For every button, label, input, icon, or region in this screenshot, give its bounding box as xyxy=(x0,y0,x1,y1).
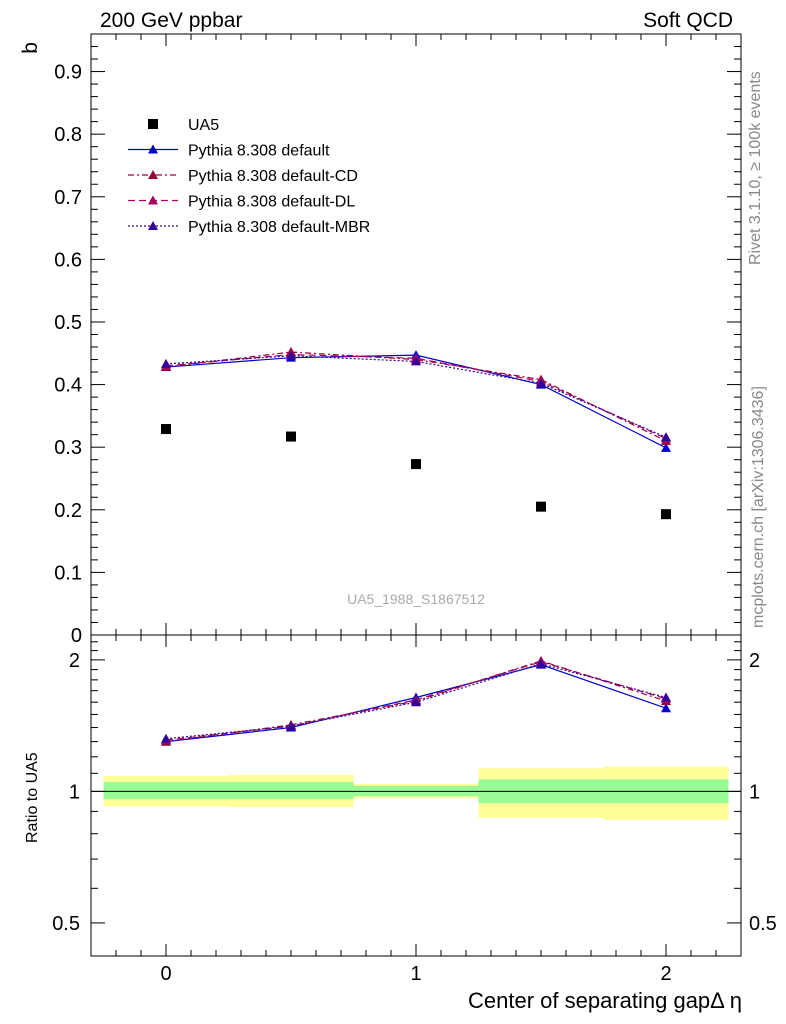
ratio-point-0 xyxy=(661,703,671,713)
ratio-uncertainty-bands xyxy=(103,766,729,821)
header-right: Soft QCD xyxy=(643,9,733,32)
side-label-mcplots: mcplots.cern.ch [arXiv:1306.3436] xyxy=(750,386,767,628)
main-y-label: b xyxy=(19,42,42,54)
analysis-watermark: UA5_1988_S1867512 xyxy=(347,591,485,607)
ratio-ytick-label-right: 2 xyxy=(749,650,760,672)
data-point-ua5 xyxy=(411,459,421,470)
main-ytick-label: 0 xyxy=(71,625,82,647)
main-point-4 xyxy=(286,350,296,360)
band-inner-1 xyxy=(228,782,354,800)
x-tick-label: 1 xyxy=(410,963,421,985)
main-ytick-label: 0.2 xyxy=(54,500,82,522)
header-left: 200 GeV ppbar xyxy=(100,9,242,32)
x-tick-label: 2 xyxy=(660,963,671,985)
ratio-axes: 0.5 0.5 1 1 2 2 0 1 2 xyxy=(52,634,777,985)
main-ytick-label: 0.9 xyxy=(54,62,82,84)
main-point-4 xyxy=(536,378,546,388)
legend-marker-1 xyxy=(148,144,158,154)
main-series-line-1 xyxy=(165,354,667,449)
ratio-ytick-label-left: 2 xyxy=(69,650,80,672)
ratio-point-3 xyxy=(286,721,296,731)
main-ytick-label: 0.7 xyxy=(54,187,82,209)
side-label-rivet: Rivet 3.1.10, ≥ 100k events xyxy=(747,71,764,265)
legend-label: Pythia 8.308 default-CD xyxy=(188,168,358,185)
ratio-ytick-label-left: 1 xyxy=(69,781,80,803)
legend-label: UA5 xyxy=(188,117,219,134)
data-point-ua5 xyxy=(161,424,171,435)
legend-marker-2 xyxy=(148,170,158,179)
legend-label: Pythia 8.308 default xyxy=(188,143,330,160)
main-axes: 0 0.1 0.2 0.3 0.4 0.5 0.6 0.7 0.8 0.9 xyxy=(54,33,742,647)
legend-label: Pythia 8.308 default-MBR xyxy=(188,219,370,236)
data-point-ua5 xyxy=(536,501,546,512)
data-point-ua5 xyxy=(661,509,671,520)
legend-label: Pythia 8.308 default-DL xyxy=(188,194,355,211)
main-point-4 xyxy=(161,358,171,368)
legend-marker-ua5 xyxy=(148,119,158,129)
main-ytick-label: 0.8 xyxy=(54,124,82,146)
ratio-point-3 xyxy=(536,658,546,668)
legend-marker-4 xyxy=(148,221,158,230)
ratio-point-3 xyxy=(661,692,671,702)
main-ytick-label: 0.1 xyxy=(54,562,82,584)
x-axis-label: Center of separating gapΔ η xyxy=(468,988,742,1013)
main-point-4 xyxy=(411,356,421,366)
main-point-1 xyxy=(661,442,671,452)
ratio-ytick-label-right: 0.5 xyxy=(749,913,777,935)
ratio-ytick-label-left: 0.5 xyxy=(52,913,80,935)
legend: UA5 Pythia 8.308 default Pythia 8.308 defa… xyxy=(128,117,370,236)
band-inner-0 xyxy=(103,782,229,800)
ratio-series xyxy=(161,655,671,746)
main-series-line-4 xyxy=(165,355,667,438)
main-series xyxy=(161,347,671,520)
ratio-y-label: Ratio to UA5 xyxy=(24,752,41,843)
ratio-point-3 xyxy=(161,733,171,743)
main-point-4 xyxy=(661,432,671,442)
ratio-ytick-label-right: 1 xyxy=(749,781,760,803)
x-tick-label: 0 xyxy=(160,963,171,985)
main-series-line-3 xyxy=(165,353,667,439)
main-ytick-label: 0.5 xyxy=(54,312,82,334)
main-ytick-label: 0.4 xyxy=(54,375,82,397)
legend-marker-3 xyxy=(148,195,158,205)
data-point-ua5 xyxy=(286,431,296,442)
main-ytick-label: 0.3 xyxy=(54,437,82,459)
main-ytick-label: 0.6 xyxy=(54,249,82,271)
ratio-point-3 xyxy=(411,697,421,707)
